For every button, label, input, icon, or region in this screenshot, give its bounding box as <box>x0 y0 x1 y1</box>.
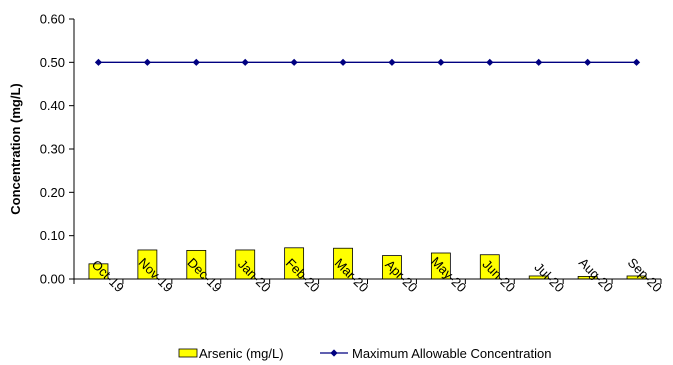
y-axis-ticks: 0.00 0.10 0.20 0.30 0.40 0.50 0.60 <box>40 12 74 287</box>
x-tick-label: Aug-20 <box>576 255 616 295</box>
legend-arsenic-swatch <box>178 348 198 358</box>
max-allowable-marker <box>486 58 494 66</box>
y-axis-title: Concentration (mg/L) <box>8 83 23 214</box>
y-tick-label: 0.00 <box>40 272 65 287</box>
max-allowable-marker <box>535 58 543 66</box>
y-tick-label: 0.20 <box>40 185 65 200</box>
max-allowable-marker <box>437 58 445 66</box>
max-allowable-marker <box>388 58 396 66</box>
max-allowable-marker <box>94 58 103 66</box>
y-tick-label: 0.10 <box>40 228 65 243</box>
x-axis-ticks: Oct-19 Nov-19 Dec-19 Jan-20 Feb-20 Mar-20 Apr-… <box>73 254 665 295</box>
max-allowable-marker <box>192 58 200 66</box>
legend-arsenic-label: Arsenic (mg/L) <box>199 346 284 361</box>
y-tick-label: 0.60 <box>40 12 65 27</box>
y-tick-label: 0.40 <box>40 98 65 113</box>
legend: Arsenic (mg/L) Maximum Allowable Concent… <box>178 346 551 361</box>
max-allowable-marker <box>143 58 151 66</box>
max-allowable-marker <box>632 58 641 66</box>
arsenic-bars <box>88 247 647 280</box>
y-tick-label: 0.50 <box>40 55 65 70</box>
legend-max-line-label: Maximum Allowable Concentration <box>352 346 551 361</box>
y-tick-label: 0.30 <box>40 142 65 157</box>
legend-max-line-marker <box>330 349 338 357</box>
max-allowable-marker <box>290 58 298 66</box>
max-allowable-line <box>94 58 641 66</box>
max-allowable-marker <box>241 58 249 66</box>
max-allowable-marker <box>339 58 347 66</box>
x-tick-label: Sep-20 <box>625 255 665 295</box>
max-allowable-marker <box>584 58 592 66</box>
